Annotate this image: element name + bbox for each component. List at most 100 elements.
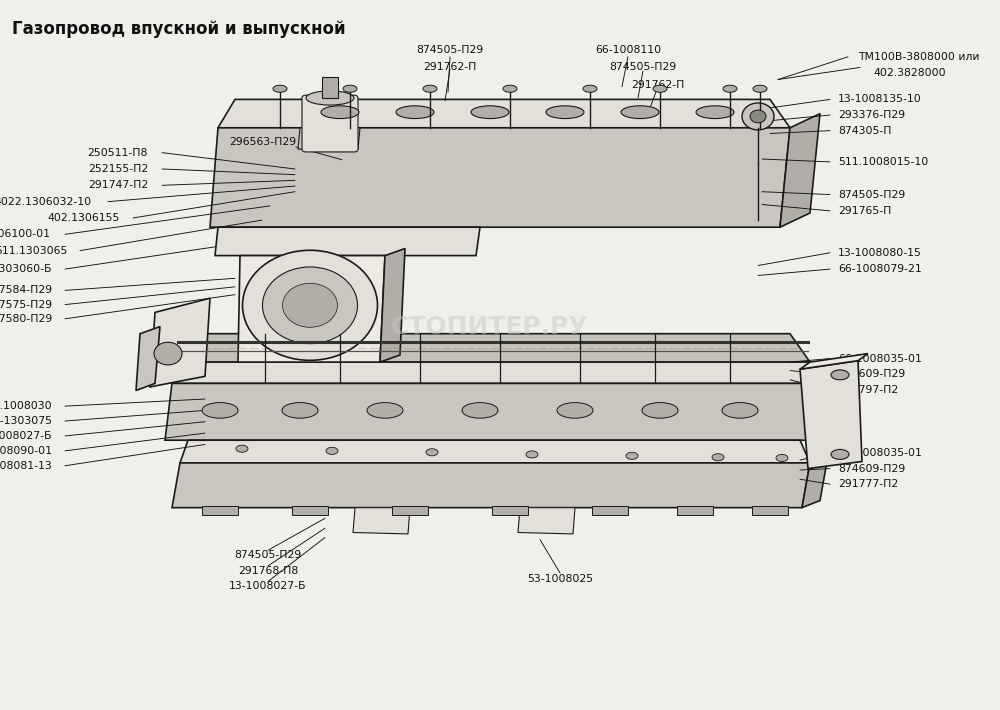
Ellipse shape [273,85,287,92]
Text: 402.3828000: 402.3828000 [873,68,946,78]
Text: 66-1303075: 66-1303075 [0,416,52,426]
Ellipse shape [321,106,359,119]
Text: 291762-П: 291762-П [631,80,685,90]
Bar [752,506,788,515]
Polygon shape [380,248,405,362]
Text: 66-1008035-01: 66-1008035-01 [838,448,922,458]
Polygon shape [518,508,575,534]
Polygon shape [136,327,160,391]
Bar [322,77,338,98]
Ellipse shape [262,267,358,344]
Ellipse shape [642,403,678,418]
Text: 291768-П8: 291768-П8 [238,566,298,576]
Text: 402.1306155: 402.1306155 [48,213,120,223]
Text: ТС108-1306100-01: ТС108-1306100-01 [0,229,50,239]
Polygon shape [150,298,210,387]
Text: 874609-П29: 874609-П29 [838,464,905,474]
Polygon shape [178,334,810,362]
Text: 511.1008030: 511.1008030 [0,401,52,411]
Ellipse shape [202,403,238,418]
Polygon shape [780,114,820,227]
Polygon shape [218,99,790,128]
Polygon shape [172,463,810,508]
Ellipse shape [503,85,517,92]
Polygon shape [165,383,820,440]
Text: ТМ100В-3808000 или: ТМ100В-3808000 или [858,52,980,62]
Text: 4022.1306032-10: 4022.1306032-10 [0,197,92,207]
Ellipse shape [396,106,434,119]
Ellipse shape [742,103,774,130]
Ellipse shape [723,85,737,92]
Text: 291747-П2: 291747-П2 [88,180,148,190]
FancyBboxPatch shape [302,95,358,152]
Bar [677,506,713,515]
Text: 511.1008015-10: 511.1008015-10 [838,157,928,167]
Ellipse shape [546,106,584,119]
Ellipse shape [236,445,248,452]
Ellipse shape [557,403,593,418]
Polygon shape [238,256,385,362]
Text: СТОПИТЕР.РУ: СТОПИТЕР.РУ [391,315,589,339]
Text: 874505-П29: 874505-П29 [416,45,484,55]
Bar [592,506,628,515]
Text: 53-1008025: 53-1008025 [527,574,593,584]
Ellipse shape [776,454,788,462]
Ellipse shape [831,449,849,459]
Ellipse shape [423,85,437,92]
Text: 66-1008081-13: 66-1008081-13 [0,461,52,471]
Text: 13-1008135-10: 13-1008135-10 [838,94,922,104]
Text: 13-1008027-Б: 13-1008027-Б [0,431,52,441]
Ellipse shape [343,85,357,92]
Text: 874505-П29: 874505-П29 [609,62,677,72]
Text: 297584-П29: 297584-П29 [0,285,52,295]
Text: 293376-П29: 293376-П29 [838,110,905,120]
Ellipse shape [653,85,667,92]
Text: Газопровод впускной и выпускной: Газопровод впускной и выпускной [12,20,346,38]
Ellipse shape [526,451,538,458]
Text: 296563-П29: 296563-П29 [229,137,296,147]
Text: 252155-П2: 252155-П2 [88,164,148,174]
Polygon shape [210,128,790,227]
Ellipse shape [750,110,766,123]
Ellipse shape [621,106,659,119]
Text: 66-1008110: 66-1008110 [595,45,661,55]
Ellipse shape [696,106,734,119]
Text: 13-1008080-15: 13-1008080-15 [838,248,922,258]
Text: 291797-П2: 291797-П2 [838,385,898,395]
Polygon shape [215,227,480,256]
Ellipse shape [242,251,378,361]
Text: 874305-П: 874305-П [838,126,892,136]
Bar [292,506,328,515]
Bar [392,506,428,515]
Text: 13-1008027-Б: 13-1008027-Б [229,581,307,591]
Polygon shape [298,128,360,149]
Ellipse shape [426,449,438,456]
Ellipse shape [626,452,638,459]
Polygon shape [353,508,410,534]
Text: 297575-П29: 297575-П29 [0,300,52,310]
Polygon shape [800,354,868,369]
Ellipse shape [154,342,182,365]
Ellipse shape [462,403,498,418]
Text: 874505-П29: 874505-П29 [234,550,302,560]
Ellipse shape [722,403,758,418]
Ellipse shape [471,106,509,119]
Text: 291762-П: 291762-П [423,62,477,72]
Ellipse shape [583,85,597,92]
Text: 511.1303065: 511.1303065 [0,246,68,256]
Ellipse shape [367,403,403,418]
Ellipse shape [831,370,849,380]
Ellipse shape [282,403,318,418]
Text: 66-1008035-01: 66-1008035-01 [838,354,922,364]
Polygon shape [810,375,840,440]
Ellipse shape [712,454,724,461]
Text: 291765-П: 291765-П [838,206,891,216]
Ellipse shape [753,85,767,92]
Bar [202,506,238,515]
Text: 66-1303060-Б: 66-1303060-Б [0,264,52,274]
Ellipse shape [283,283,338,327]
Text: 291777-П2: 291777-П2 [838,479,898,489]
Text: 874609-П29: 874609-П29 [838,369,905,379]
Text: 66-1008079-21: 66-1008079-21 [838,264,922,274]
Text: 874505-П29: 874505-П29 [838,190,905,200]
